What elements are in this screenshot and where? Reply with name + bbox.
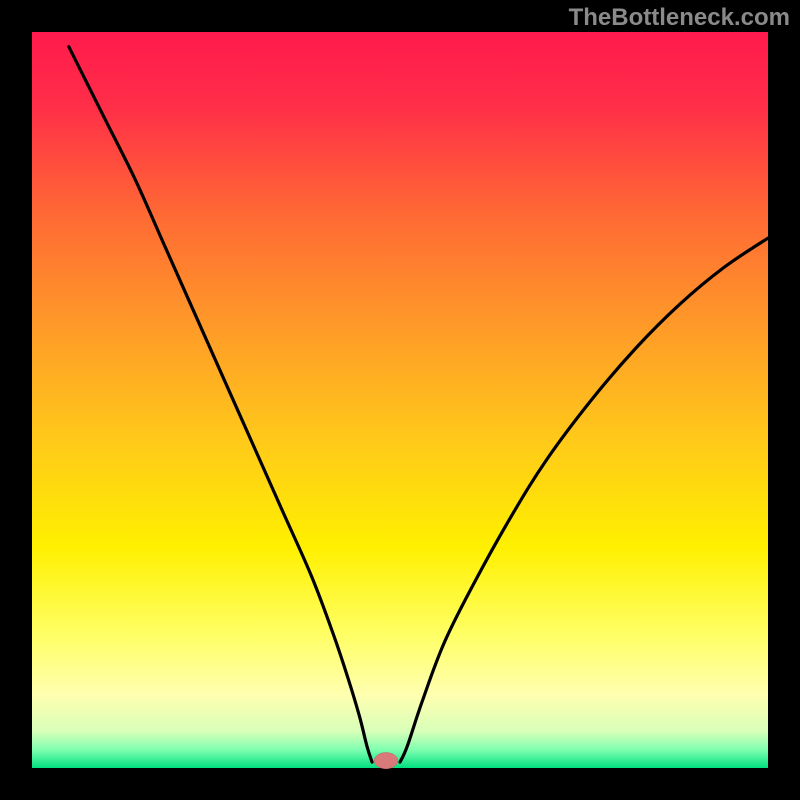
minimum-marker <box>374 753 398 769</box>
bottleneck-curve-chart <box>0 0 800 800</box>
watermark-text: TheBottleneck.com <box>569 4 790 32</box>
chart-container: { "watermark": { "text": "TheBottleneck.… <box>0 0 800 800</box>
plot-background <box>32 32 768 768</box>
